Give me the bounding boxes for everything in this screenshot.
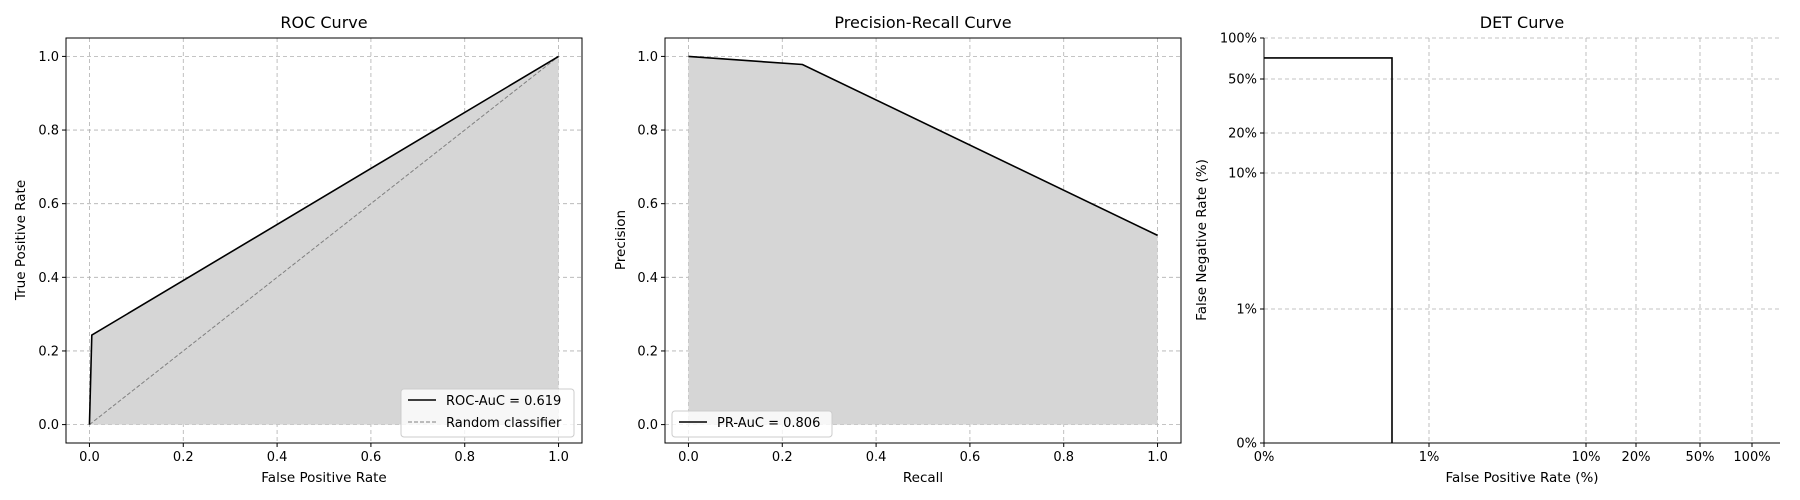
pr-area-fill: [688, 56, 1158, 425]
pr-y-label: Precision: [613, 210, 629, 270]
pr-x-tick-label: 0.2: [772, 450, 793, 465]
det-y-tick-label: 50%: [1228, 73, 1257, 88]
det-y-tick-label: 10%: [1228, 167, 1257, 182]
roc-curve-line: [88, 55, 559, 425]
pr-x-tick-label: 0.8: [1053, 450, 1074, 465]
roc-x-tick-label: 0.4: [267, 450, 288, 465]
det-x-tick-label: 50%: [1686, 450, 1715, 465]
det-y-tick-label: 0%: [1236, 437, 1257, 452]
pr-legend: PR-AuC = 0.806: [671, 410, 833, 438]
roc-title: ROC Curve: [280, 13, 367, 32]
det-x-tick-label: 20%: [1622, 450, 1651, 465]
roc-axes-frame: [65, 37, 583, 444]
roc-legend-label-random: Random classifier: [446, 416, 562, 431]
det-grid: [1263, 37, 1780, 444]
roc-y-tick-label: 0.4: [38, 271, 59, 286]
roc-x-tick-label: 1.0: [548, 450, 569, 465]
pr-y-tick-label: 0.0: [637, 418, 658, 433]
det-y-tick-label: 20%: [1228, 127, 1257, 142]
pr-panel: Precision-Recall Curve 0.0 0.2 0.4 0.6 0.8 1.…: [613, 13, 1182, 486]
roc-legend: ROC-AuC = 0.619 Random classifier: [400, 388, 575, 438]
det-x-tick-label: 100%: [1733, 450, 1770, 465]
pr-y-tick-label: 0.2: [637, 344, 658, 359]
pr-y-tick-label: 0.4: [637, 271, 658, 286]
pr-legend-label-curve: PR-AuC = 0.806: [717, 416, 820, 431]
roc-ticks: 0.0 0.2 0.4 0.6 0.8 1.0 0.0 0.2 0.4 0.6 0.8 1.0: [38, 50, 569, 465]
pr-x-tick-label: 0.6: [960, 450, 981, 465]
roc-y-label: True Positive Rate: [13, 180, 29, 301]
det-y-label: False Negative Rate (%): [1194, 159, 1210, 321]
roc-legend-label-curve: ROC-AuC = 0.619: [446, 394, 561, 409]
roc-y-tick-label: 0.0: [38, 418, 59, 433]
roc-y-tick-label: 0.2: [38, 344, 59, 359]
roc-panel: ROC Curve 0.0 0.2 0.4 0.6 0.8 1.0 0.0 0.2 0.4 0.6…: [13, 13, 583, 486]
pr-x-label: Recall: [903, 470, 943, 486]
det-title: DET Curve: [1480, 13, 1565, 32]
det-ticks: 0% 1% 10% 20% 50% 100% 0% 1% 10% 20% 50% 100%: [1220, 32, 1771, 466]
pr-x-tick-label: 1.0: [1147, 450, 1168, 465]
roc-y-tick-label: 1.0: [38, 50, 59, 65]
det-x-tick-label: 0%: [1254, 450, 1275, 465]
roc-y-tick-label: 0.8: [38, 124, 59, 139]
pr-y-tick-label: 0.8: [637, 124, 658, 139]
roc-x-tick-label: 0.0: [79, 450, 100, 465]
pr-curve-line: [688, 55, 1158, 237]
det-x-label: False Positive Rate (%): [1445, 470, 1598, 486]
pr-x-tick-label: 0.0: [678, 450, 699, 465]
pr-ticks: 0.0 0.2 0.4 0.6 0.8 1.0 0.0 0.2 0.4 0.6 0.8 1.0: [637, 50, 1168, 465]
det-curve-line: [1264, 57, 1393, 443]
roc-x-tick-label: 0.2: [173, 450, 194, 465]
roc-legend-box: [400, 388, 575, 438]
roc-random-classifier-line: [89, 56, 559, 425]
det-panel: DET Curve 0% 1% 10% 20% 50% 100% 0% 1% 10% 20% 50%…: [1194, 13, 1780, 486]
pr-x-tick-label: 0.4: [866, 450, 887, 465]
roc-x-label: False Positive Rate: [261, 470, 386, 486]
pr-axes-frame: [664, 37, 1182, 444]
pr-title: Precision-Recall Curve: [834, 13, 1011, 32]
roc-x-tick-label: 0.8: [454, 450, 475, 465]
det-y-tick-label: 1%: [1236, 303, 1257, 318]
roc-y-tick-label: 0.6: [38, 197, 59, 212]
det-y-tick-label: 100%: [1220, 32, 1257, 47]
roc-x-tick-label: 0.6: [361, 450, 382, 465]
pr-y-tick-label: 1.0: [637, 50, 658, 65]
det-x-tick-label: 1%: [1419, 450, 1440, 465]
det-x-tick-label: 10%: [1572, 450, 1601, 465]
pr-y-tick-label: 0.6: [637, 197, 658, 212]
pr-legend-box: [671, 410, 833, 438]
